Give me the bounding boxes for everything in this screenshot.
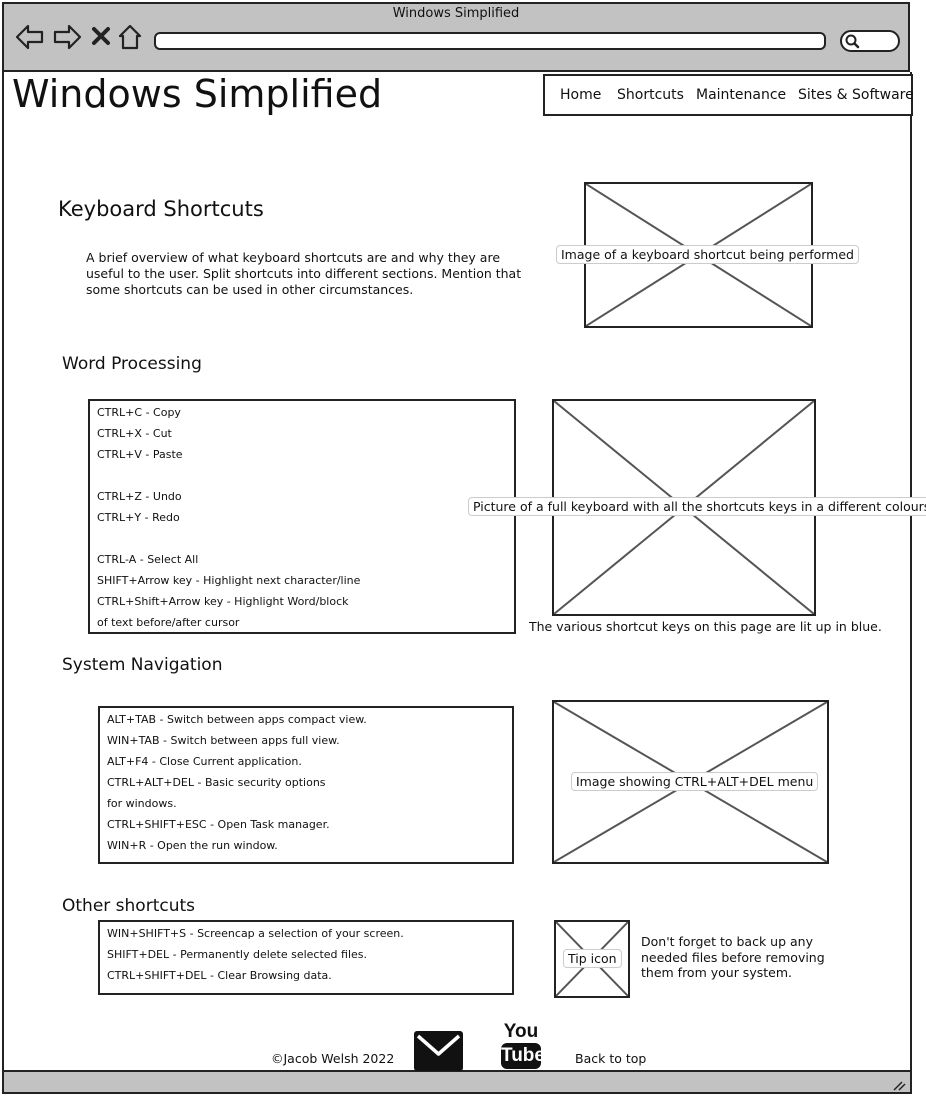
word-processing-heading: Word Processing [62, 354, 202, 374]
list-item: CTRL+Shift+Arrow key - Highlight Word/bl… [97, 595, 349, 608]
list-item [97, 465, 514, 486]
list-item: CTRL+Z - Undo [97, 490, 182, 503]
search-input[interactable] [840, 30, 900, 52]
status-bar [2, 1070, 912, 1094]
nav-maintenance-link[interactable]: Maintenance [696, 87, 787, 103]
forward-arrow-icon[interactable] [52, 24, 82, 54]
system-navigation-heading: System Navigation [62, 655, 223, 675]
list-item: ALT+F4 - Close Current application. [107, 755, 302, 768]
other-shortcuts-list-box: WIN+SHIFT+S - Screencap a selection of y… [98, 920, 514, 995]
nav-shortcuts-link[interactable]: Shortcuts [617, 87, 684, 103]
other-shortcuts-list: WIN+SHIFT+S - Screencap a selection of y… [107, 923, 512, 986]
list-item: of text before/after cursor [97, 616, 240, 629]
list-item: CTRL+C - Copy [97, 406, 181, 419]
list-item: WIN+R - Open the run window. [107, 839, 278, 852]
nav-bar [543, 74, 913, 116]
search-icon [844, 33, 860, 53]
list-item: CTRL+X - Cut [97, 427, 172, 440]
list-item: CTRL+ALT+DEL - Basic security options [107, 776, 326, 789]
copyright-text: ©Jacob Welsh 2022 [271, 1051, 395, 1066]
list-item: CTRL+V - Paste [97, 448, 183, 461]
back-arrow-icon[interactable] [15, 24, 45, 54]
system-navigation-list: ALT+TAB - Switch between apps compact vi… [107, 709, 512, 856]
list-item [97, 528, 514, 549]
list-item: CTRL+SHIFT+DEL - Clear Browsing data. [107, 969, 332, 982]
nav-home-link[interactable]: Home [560, 87, 602, 103]
list-item: SHIFT+DEL - Permanently delete selected … [107, 948, 368, 961]
youtube-tube-text: Tube [501, 1043, 545, 1069]
window-title: Windows Simplified [392, 6, 520, 21]
keyboard-image-caption: The various shortcut keys on this page a… [529, 619, 882, 634]
back-to-top-link[interactable]: Back to top [575, 1051, 647, 1066]
intro-image-label: Image of a keyboard shortcut being perfo… [556, 245, 859, 264]
list-item: SHIFT+Arrow key - Highlight next charact… [97, 574, 361, 587]
page-frame [2, 72, 912, 1070]
list-item: WIN+SHIFT+S - Screencap a selection of y… [107, 927, 404, 940]
list-item: CTRL+SHIFT+ESC - Open Task manager. [107, 818, 330, 831]
tip-icon-label: Tip icon [563, 949, 622, 968]
other-shortcuts-heading: Other shortcuts [62, 896, 196, 916]
nav-sites-software-link[interactable]: Sites & Software [798, 87, 914, 103]
keyboard-image-label: Picture of a full keyboard with all the … [468, 497, 926, 516]
word-processing-list: CTRL+C - Copy CTRL+X - Cut CTRL+V - Past… [97, 402, 514, 633]
word-processing-list-box: CTRL+C - Copy CTRL+X - Cut CTRL+V - Past… [88, 399, 516, 634]
resize-grip-icon[interactable] [892, 1076, 906, 1095]
intro-text: A brief overview of what keyboard shortc… [86, 250, 522, 297]
list-item: WIN+TAB - Switch between apps full view. [107, 734, 340, 747]
list-item: CTRL-A - Select All [97, 553, 199, 566]
list-item: ALT+TAB - Switch between apps compact vi… [107, 713, 367, 726]
envelope-icon[interactable] [414, 1031, 463, 1075]
youtube-you-text: You [503, 1021, 539, 1042]
home-icon[interactable] [118, 24, 142, 54]
list-item: CTRL+Y - Redo [97, 511, 180, 524]
youtube-icon[interactable]: You Tube [500, 1021, 545, 1070]
system-navigation-list-box: ALT+TAB - Switch between apps compact vi… [98, 706, 514, 864]
site-title: Windows Simplified [12, 72, 383, 116]
tip-text: Don't forget to back up any needed files… [641, 934, 825, 980]
list-item: for windows. [107, 797, 177, 810]
page-heading: Keyboard Shortcuts [58, 197, 264, 221]
ctrl-alt-del-image-label: Image showing CTRL+ALT+DEL menu [571, 772, 819, 791]
close-icon[interactable] [91, 26, 111, 50]
address-bar[interactable] [154, 32, 826, 50]
